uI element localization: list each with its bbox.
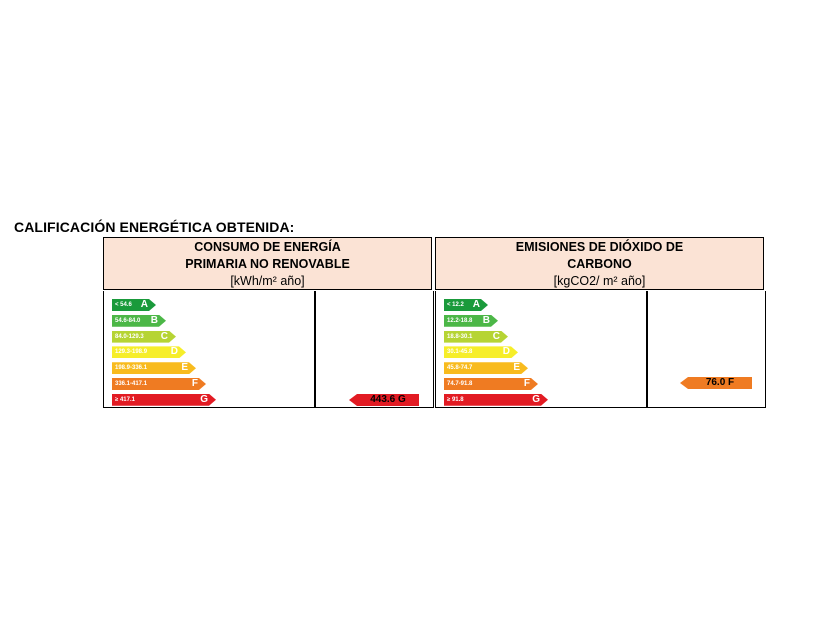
emisiones-scale: < 12.2 A 12.2-18.8 B 18.8-30.1 C 30.1-45.8 D 45.… <box>435 291 647 408</box>
consumo-scale-bar-a: < 54.6 A <box>112 299 156 311</box>
emisiones-scale-bar-e: 45.8-74.7 E <box>444 362 528 374</box>
emisiones-scale-range: ≥ 91.8 <box>447 396 464 403</box>
emisiones-scale-range: 74.7-91.8 <box>447 381 473 387</box>
emisiones-scale-bar-c: 18.8-30.1 C <box>444 331 508 343</box>
emisiones-title-line1: EMISIONES DE DIÓXIDO DE <box>515 240 684 254</box>
consumo-scale: < 54.6 A 54.6-84.0 B 84.0-129.3 C 129.3-198.9 D… <box>103 291 315 408</box>
emisiones-scale-letter: B <box>482 314 490 326</box>
consumo-scale-letter: G <box>200 393 208 405</box>
emisiones-scale-letter: A <box>472 299 480 310</box>
consumo-value-indicator: 443.6 G <box>349 394 419 406</box>
emisiones-title-line2: CARBONO <box>567 257 632 271</box>
emisiones-scale-letter: C <box>492 330 500 342</box>
consumo-scale-range: 198.9-336.1 <box>115 365 148 372</box>
consumo-scale-bar-b: 54.6-84.0 B <box>112 315 166 327</box>
emisiones-unit: [kgCO2/ m² año] <box>553 274 646 288</box>
emisiones-scale-range: 45.8-74.7 <box>447 365 473 372</box>
emisiones-value-indicator: 76.0 F <box>680 377 752 389</box>
emisiones-header: EMISIONES DE DIÓXIDO DE CARBONO [kgCO2/ … <box>435 237 764 290</box>
consumo-scale-letter: B <box>150 314 158 326</box>
consumo-scale-range: 336.1-417.1 <box>115 381 148 387</box>
consumo-scale-bar-c: 84.0-129.3 C <box>112 331 176 343</box>
consumo-title-line2: PRIMARIA NO RENOVABLE <box>185 257 350 271</box>
emisiones-scale-bar-a: < 12.2 A <box>444 299 488 311</box>
consumo-scale-letter: C <box>160 330 168 342</box>
emisiones-scale-letter: E <box>513 362 520 374</box>
emisiones-scale-bar-d: 30.1-45.8 D <box>444 346 518 358</box>
consumo-header: CONSUMO DE ENERGÍA PRIMARIA NO RENOVABLE… <box>103 237 432 290</box>
emisiones-value-box: 76.0 F <box>647 291 766 408</box>
emisiones-scale-bar-b: 12.2-18.8 B <box>444 315 498 327</box>
emisiones-scale-letter: F <box>523 378 530 389</box>
emisiones-scale-letter: D <box>502 346 510 358</box>
emisiones-scale-bar-g: ≥ 91.8 G <box>444 394 548 406</box>
consumo-value-box: 443.6 G <box>315 291 434 408</box>
consumo-scale-range: < 54.6 <box>115 302 132 308</box>
consumo-scale-letter: A <box>140 299 148 310</box>
consumo-scale-letter: E <box>181 362 188 374</box>
consumo-scale-letter: F <box>191 378 198 389</box>
emisiones-scale-range: < 12.2 <box>447 302 464 308</box>
consumo-scale-range: 54.6-84.0 <box>115 317 141 324</box>
consumo-scale-bar-d: 129.3-198.9 D <box>112 346 186 358</box>
emisiones-scale-range: 18.8-30.1 <box>447 333 473 340</box>
consumo-scale-range: 84.0-129.3 <box>115 333 144 340</box>
emisiones-scale-bar-f: 74.7-91.8 F <box>444 378 538 390</box>
consumo-scale-bar-f: 336.1-417.1 F <box>112 378 206 390</box>
emisiones-panel: EMISIONES DE DIÓXIDO DE CARBONO [kgCO2/ … <box>435 237 766 409</box>
consumo-scale-bar-g: ≥ 417.1 G <box>112 394 216 406</box>
consumo-scale-bar-e: 198.9-336.1 E <box>112 362 196 374</box>
consumo-title-line1: CONSUMO DE ENERGÍA <box>194 240 341 254</box>
consumo-scale-letter: D <box>170 346 178 358</box>
emisiones-scale-range: 12.2-18.8 <box>447 317 473 324</box>
page-heading: CALIFICACIÓN ENERGÉTICA OBTENIDA: <box>14 219 295 235</box>
consumo-scale-range: ≥ 417.1 <box>115 396 135 403</box>
consumo-scale-range: 129.3-198.9 <box>115 349 148 356</box>
consumo-unit: [kWh/m² año] <box>230 274 305 288</box>
emisiones-scale-range: 30.1-45.8 <box>447 349 473 356</box>
consumo-panel: CONSUMO DE ENERGÍA PRIMARIA NO RENOVABLE… <box>103 237 434 409</box>
emisiones-scale-letter: G <box>532 393 540 405</box>
